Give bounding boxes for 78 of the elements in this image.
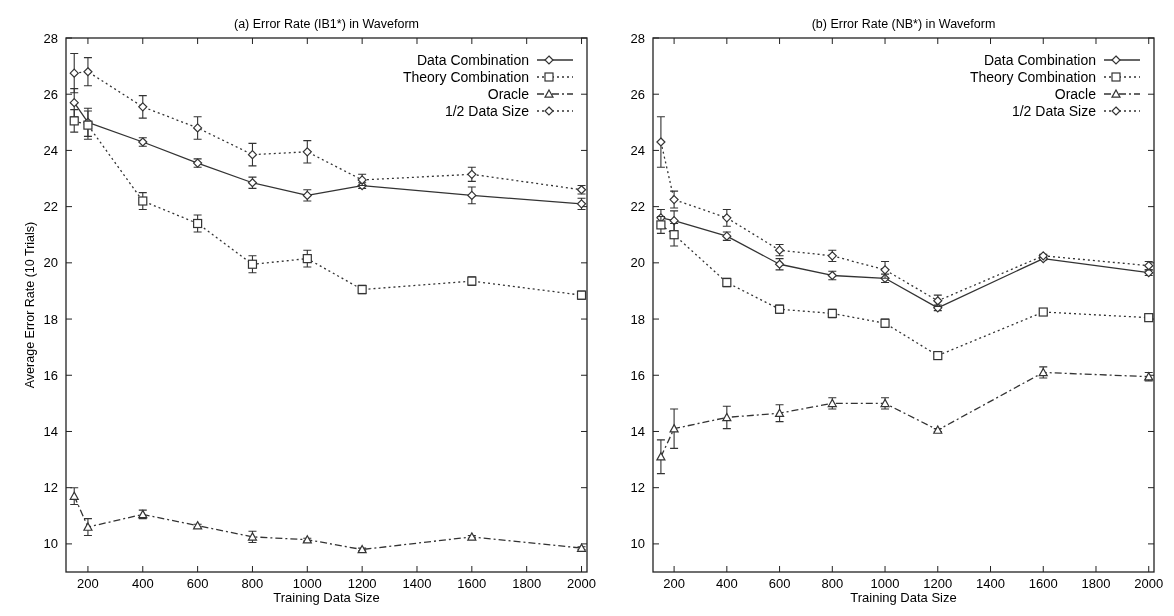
point: [69, 98, 79, 108]
x-tick-label: 1400: [402, 576, 432, 591]
x-tick-label: 1400: [976, 576, 1005, 591]
x-tick-label: 400: [715, 576, 738, 591]
x-tick-label: 1600: [457, 576, 487, 591]
legend-label: 1/2 Data Size: [444, 103, 530, 119]
legend-label: Oracle: [1054, 86, 1097, 102]
point: [69, 68, 79, 78]
point: [302, 254, 312, 264]
y-tick-label: 22: [630, 199, 645, 215]
chart-title: (b) Error Rate (NB*) in Waveform: [811, 17, 996, 31]
y-axis-title: Average Error Rate (10 Trials): [23, 221, 37, 389]
point: [669, 424, 679, 433]
x-tick-label: 1600: [1028, 576, 1058, 591]
y-tick-label: 16: [43, 367, 58, 383]
point: [69, 491, 79, 500]
y-tick-label: 14: [43, 423, 58, 439]
x-tick-label: 1800: [1081, 576, 1111, 591]
point: [138, 196, 148, 206]
x-tick-label: 2000: [567, 576, 596, 591]
x-axis-title: Training Data Size: [273, 590, 380, 605]
point: [656, 220, 666, 230]
x-tick-label: 200: [663, 576, 685, 591]
y-tick-label: 18: [43, 311, 58, 327]
x-tick-label: 1200: [347, 576, 377, 591]
y-tick-label: 12: [43, 480, 58, 496]
legend-label: Data Combination: [416, 52, 529, 68]
point: [467, 190, 477, 200]
y-tick-label: 10: [630, 536, 645, 552]
point: [722, 213, 732, 223]
point: [774, 408, 785, 418]
point: [656, 452, 666, 461]
point: [83, 522, 93, 531]
x-tick-label: 200: [77, 576, 99, 591]
y-tick-label: 20: [43, 255, 58, 271]
x-tick-label: 1000: [292, 576, 322, 591]
point: [880, 265, 890, 275]
point: [193, 218, 203, 229]
y-tick-label: 16: [630, 367, 645, 383]
legend-label: Theory Combination: [402, 69, 529, 85]
y-tick-label: 26: [43, 86, 58, 102]
y-tick-label: 28: [630, 30, 645, 46]
legend-label: Data Combination: [983, 52, 1096, 68]
x-tick-label: 600: [768, 576, 791, 591]
point: [193, 123, 203, 133]
x-tick-label: 800: [821, 576, 844, 591]
y-tick-label: 26: [630, 86, 645, 102]
point: [722, 412, 732, 422]
x-axis-title: Training Data Size: [850, 590, 957, 605]
x-tick-label: 600: [186, 576, 209, 591]
x-tick-label: 800: [241, 576, 264, 591]
point: [247, 150, 258, 160]
point: [69, 116, 79, 126]
y-tick-label: 22: [43, 199, 58, 215]
y-tick-label: 14: [630, 423, 645, 439]
x-tick-label: 1800: [512, 576, 542, 591]
y-tick-label: 20: [630, 255, 645, 271]
y-tick-label: 12: [630, 480, 645, 496]
x-tick-label: 1000: [870, 576, 900, 591]
x-tick-label: 2000: [1134, 576, 1164, 591]
point: [669, 230, 679, 240]
y-tick-label: 24: [43, 142, 58, 158]
point: [247, 259, 258, 269]
x-tick-label: 400: [131, 576, 154, 591]
point: [138, 102, 148, 112]
legend-label: 1/2 Data Size: [1011, 103, 1097, 119]
y-tick-label: 18: [630, 311, 645, 327]
point: [83, 67, 93, 77]
y-tick-label: 10: [43, 536, 58, 552]
y-tick-label: 28: [43, 30, 58, 46]
point: [669, 195, 679, 205]
x-tick-label: 1200: [923, 576, 953, 591]
chart-title: (a) Error Rate (IB1*) in Waveform: [234, 17, 419, 31]
legend-label: Theory Combination: [969, 69, 1096, 85]
point: [656, 137, 666, 147]
point: [302, 147, 312, 157]
legend-label: Oracle: [487, 86, 530, 102]
y-tick-label: 24: [630, 142, 645, 158]
